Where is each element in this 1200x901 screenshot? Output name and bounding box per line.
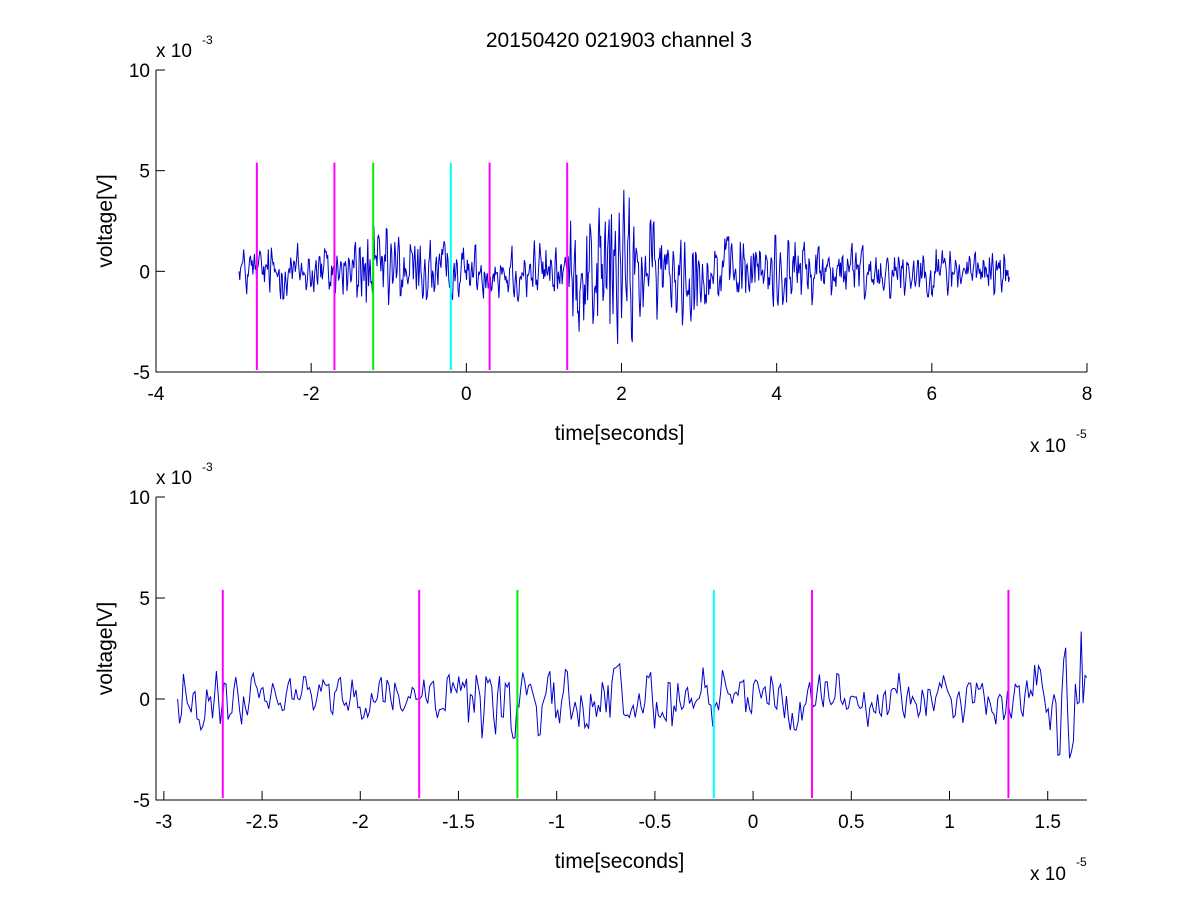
axes-frame <box>155 497 1087 801</box>
x-tick-label: 4 <box>771 384 782 405</box>
x-tick-label: 0.5 <box>838 812 864 833</box>
y-tick-label: 0 <box>139 262 150 283</box>
y-tick-label: 0 <box>139 690 150 711</box>
x-tick-label: 2 <box>616 384 627 405</box>
x-tick-label: -2 <box>352 812 369 833</box>
x-axis-label: time[seconds] <box>555 422 685 445</box>
x-tick-label: 1.5 <box>1035 812 1061 833</box>
y-exponent-power: -3 <box>202 33 213 47</box>
x-exponent-label: x 10 <box>1030 864 1066 885</box>
y-tick-label: 10 <box>129 61 150 82</box>
y-tick-label: 5 <box>139 162 150 183</box>
y-tick-label: -5 <box>133 791 150 812</box>
axes-frame <box>155 70 1087 373</box>
chart-title: 20150420 021903 channel 3 <box>486 29 752 52</box>
x-tick-label: -1.5 <box>442 812 475 833</box>
y-axis-label: voltage[V] <box>94 174 117 267</box>
x-tick-label: -3 <box>155 812 172 833</box>
y-tick-label: 5 <box>139 589 150 610</box>
y-tick-label: -5 <box>133 363 150 384</box>
voltage-series-line <box>238 189 1010 345</box>
x-exponent-power: -5 <box>1076 855 1087 869</box>
x-exponent-power: -5 <box>1076 427 1087 441</box>
x-axis-label: time[seconds] <box>555 850 685 873</box>
x-tick-label: 6 <box>927 384 938 405</box>
voltage-series-line <box>177 631 1087 759</box>
y-exponent-label: x 10 <box>156 468 192 489</box>
y-exponent-label: x 10 <box>156 41 192 62</box>
x-tick-label: -4 <box>148 384 165 405</box>
top-plot: -4 -2 0 2 4 6 8 -5 0 5 10 x 10 -3 x 10 -5 time[seconds]… <box>94 33 1092 457</box>
x-tick-label: 0 <box>461 384 472 405</box>
bottom-plot: -3 -2.5 -2 -1.5 -1 -0.5 0 0.5 1 1.5 -5 0 5 10 x 10 -3 x … <box>94 460 1087 885</box>
x-tick-label: -0.5 <box>639 812 672 833</box>
y-tick-label: 10 <box>129 488 150 509</box>
x-exponent-label: x 10 <box>1030 436 1066 457</box>
x-tick-label: -2.5 <box>246 812 279 833</box>
x-tick-label: 1 <box>944 812 955 833</box>
x-tick-label: 8 <box>1082 384 1093 405</box>
x-tick-label: -2 <box>303 384 320 405</box>
y-exponent-power: -3 <box>202 460 213 474</box>
x-tick-label: -1 <box>548 812 565 833</box>
x-tick-label: 0 <box>748 812 759 833</box>
y-axis-label: voltage[V] <box>94 602 117 695</box>
